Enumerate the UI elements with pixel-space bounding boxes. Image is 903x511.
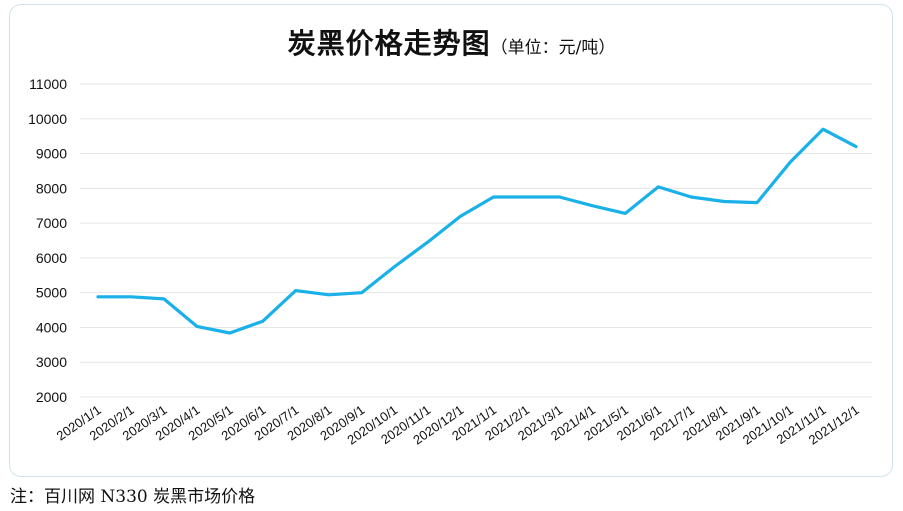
y-tick-label: 6000 <box>36 250 67 266</box>
series-layer <box>96 127 858 335</box>
line-chart: 2000 3000 4000 5000 6000 7000 8000 9000 10000 110… <box>28 76 872 448</box>
chart-title: 炭黑价格走势图 <box>287 27 491 60</box>
series-line <box>96 127 858 335</box>
y-tick-label: 10000 <box>28 111 67 127</box>
gridlines <box>80 83 872 398</box>
y-tick-label: 2000 <box>36 389 67 405</box>
y-tick-label: 8000 <box>36 180 67 196</box>
chart-card <box>9 4 893 477</box>
y-tick-label: 3000 <box>36 354 67 370</box>
y-tick-label: 9000 <box>36 146 67 162</box>
chart-unit-subtitle: （单位：元/吨） <box>490 38 616 58</box>
chart-title-row: 炭黑价格走势图（单位：元/吨） <box>0 22 903 62</box>
y-tick-label: 7000 <box>36 215 67 231</box>
y-tick-label: 4000 <box>36 319 67 335</box>
y-tick-label: 5000 <box>36 285 67 301</box>
y-tick-label: 11000 <box>29 76 67 92</box>
x-axis-ticks: 2020/1/12020/2/12020/3/12020/4/12020/5/1… <box>54 402 862 447</box>
y-axis-ticks: 2000 3000 4000 5000 6000 7000 8000 9000 10000 110… <box>28 76 67 405</box>
source-note: 注：百川网 N330 炭黑市场价格 <box>10 487 256 507</box>
